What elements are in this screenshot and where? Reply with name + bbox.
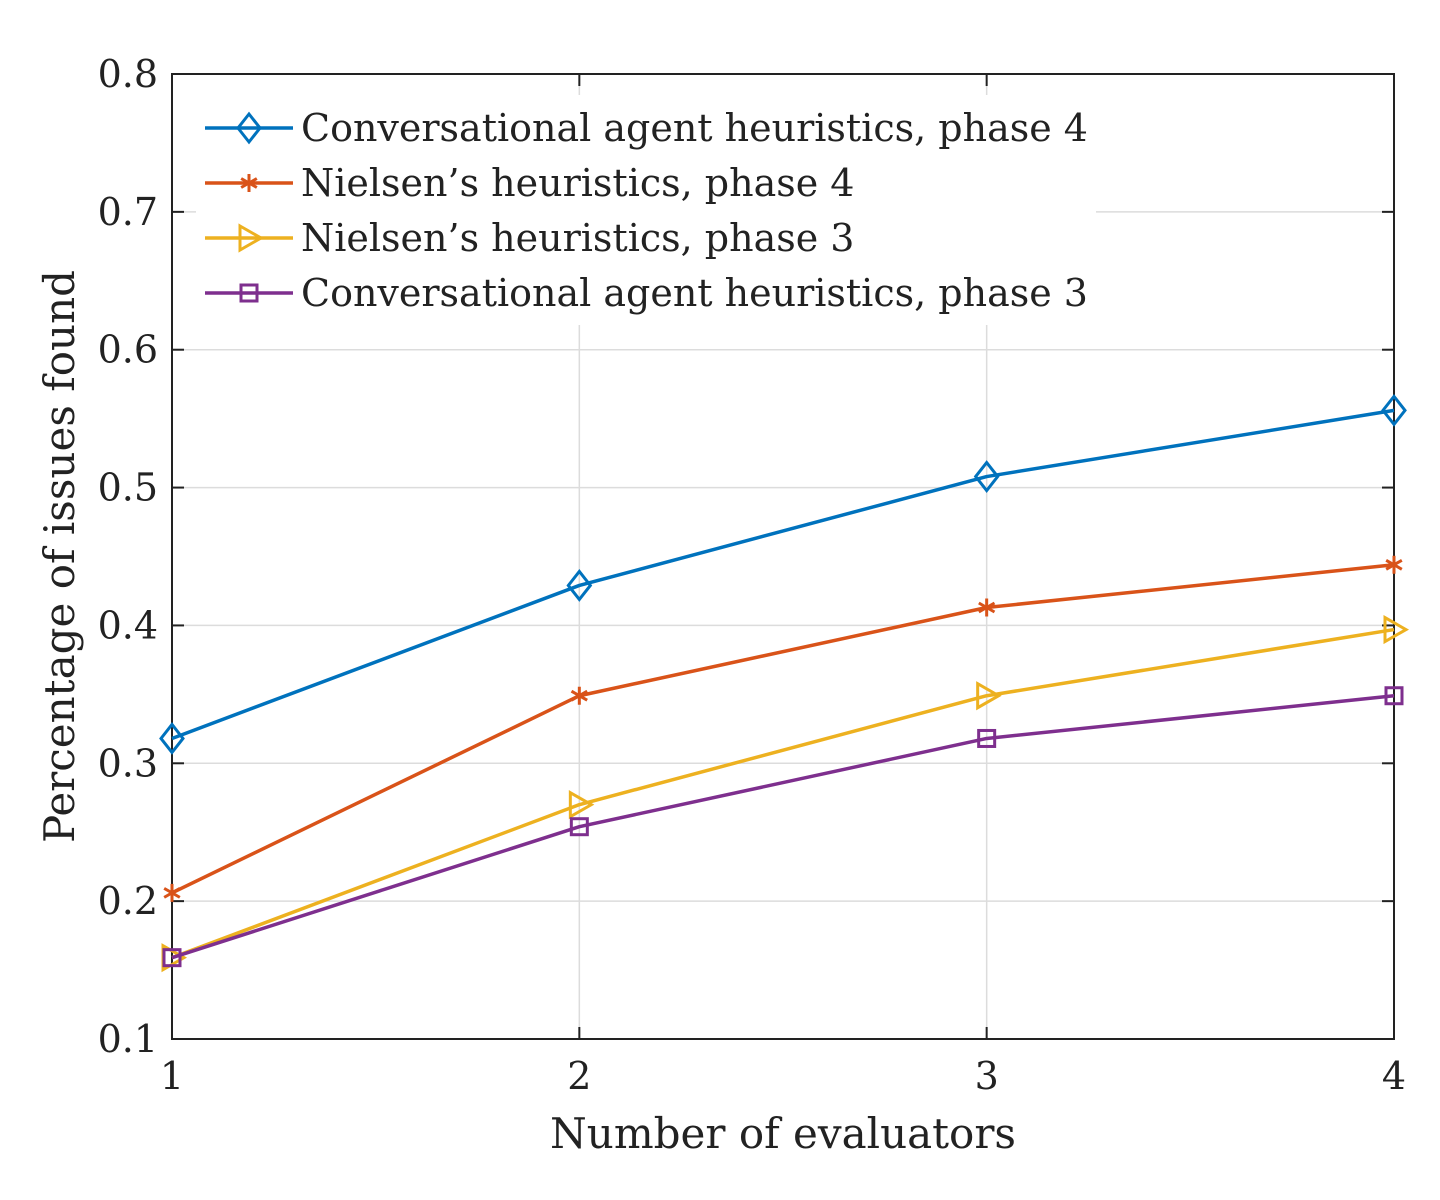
series-layer xyxy=(159,393,1410,973)
y-tick-label: 0.3 xyxy=(98,741,158,785)
data-point xyxy=(1385,555,1403,574)
data-point xyxy=(1384,686,1404,706)
data-point xyxy=(977,728,997,748)
y-tick-label: 0.7 xyxy=(98,190,158,234)
data-point xyxy=(973,460,1000,493)
y-tick-label: 0.8 xyxy=(98,52,158,96)
legend-label: Nielsen’s heuristics, phase 3 xyxy=(301,216,855,260)
legend: Conversational agent heuristics, phase 4… xyxy=(196,95,1096,325)
legend-background xyxy=(196,95,1096,325)
legend-label: Conversational agent heuristics, phase 4 xyxy=(301,106,1088,150)
x-tick-label: 2 xyxy=(567,1054,591,1098)
legend-item: Nielsen’s heuristics, phase 3 xyxy=(205,216,855,260)
data-point xyxy=(159,722,185,755)
legend-marker xyxy=(239,283,259,303)
y-tick-label: 0.5 xyxy=(98,466,158,510)
legend-marker xyxy=(240,174,258,192)
tick-layer: 0.1 0.2 0.3 0.4 0.5 0.6 0.7 0.8 1 2 3 4 xyxy=(98,52,1407,1098)
data-point xyxy=(978,598,996,617)
series-line xyxy=(171,408,1395,741)
series-line xyxy=(171,627,1395,960)
x-tick-label: 1 xyxy=(160,1054,184,1098)
legend-item: Conversational agent heuristics, phase 4 xyxy=(205,106,1088,150)
data-point xyxy=(162,948,182,968)
legend-item: Conversational agent heuristics, phase 3 xyxy=(205,271,1088,315)
data-point xyxy=(569,817,589,837)
legend-label: Conversational agent heuristics, phase 3 xyxy=(301,271,1088,315)
data-point xyxy=(566,569,593,602)
y-axis-label: Percentage of issues found xyxy=(35,270,84,843)
legend-marker xyxy=(236,111,262,145)
series-1 xyxy=(159,393,1407,755)
data-point xyxy=(1381,393,1407,427)
series-line xyxy=(171,693,1395,960)
legend-item: Nielsen’s heuristics, phase 4 xyxy=(205,161,855,205)
x-axis-label: Number of evaluators xyxy=(550,1109,1016,1158)
y-tick-label: 0.4 xyxy=(98,603,158,647)
data-point xyxy=(568,790,595,820)
legend-marker xyxy=(238,223,265,253)
y-tick-label: 0.2 xyxy=(98,879,158,923)
series-line xyxy=(171,563,1395,895)
legend-label: Nielsen’s heuristics, phase 4 xyxy=(301,161,855,205)
data-point xyxy=(163,883,181,902)
series-2 xyxy=(163,555,1403,902)
series-3 xyxy=(161,614,1410,973)
data-point xyxy=(1383,614,1410,645)
series-4 xyxy=(162,686,1404,968)
x-tick-label: 4 xyxy=(1382,1054,1406,1098)
x-tick-label: 3 xyxy=(975,1054,999,1098)
data-point xyxy=(570,686,588,705)
y-tick-label: 0.1 xyxy=(98,1017,158,1061)
data-point xyxy=(976,681,1002,711)
y-tick-label: 0.6 xyxy=(98,328,158,372)
